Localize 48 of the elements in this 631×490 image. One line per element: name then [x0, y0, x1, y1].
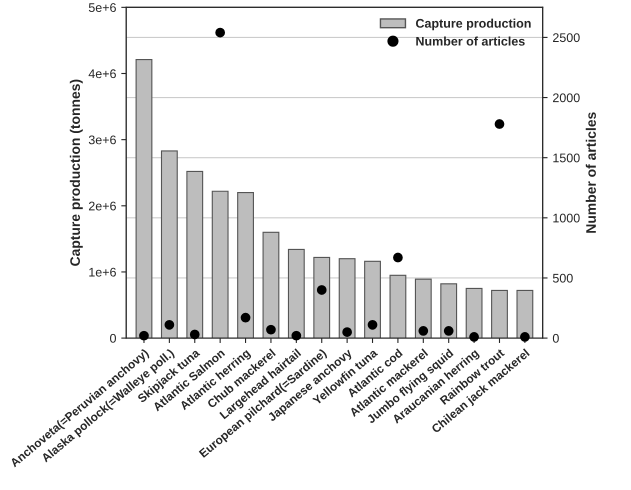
point [342, 327, 352, 337]
point [520, 332, 530, 342]
bar [516, 290, 534, 338]
y2-tick-label: 0 [552, 334, 559, 343]
legend-label: Capture production [416, 18, 531, 30]
point [139, 330, 149, 341]
point [266, 324, 276, 335]
bar [136, 59, 152, 338]
bar [160, 150, 178, 338]
y2-tick-label: 500 [552, 274, 573, 283]
bar [338, 258, 356, 338]
bar [212, 190, 229, 338]
y-tick-label: 3e+6 [88, 135, 116, 144]
point [494, 119, 504, 129]
bar [364, 260, 381, 338]
point [215, 28, 226, 38]
bar [186, 170, 204, 338]
bar [237, 192, 254, 338]
bar [288, 248, 305, 338]
bar [440, 283, 458, 338]
y-axis-title: Capture production (tonnes) [70, 80, 83, 266]
point [316, 285, 327, 295]
y2-axis-title: Number of articles [586, 112, 596, 233]
bar [491, 290, 508, 338]
point [291, 330, 302, 341]
point [368, 320, 378, 330]
bar [466, 288, 483, 338]
point [190, 330, 200, 340]
y-tick-label: 1e+6 [89, 268, 116, 277]
y-tick-label: 0 [110, 334, 116, 343]
point [418, 326, 428, 336]
bar [389, 274, 406, 338]
legend-label: Number of articles [416, 36, 525, 46]
bar [262, 232, 280, 338]
point [393, 252, 403, 262]
y-tick-label: 4e+6 [88, 69, 116, 78]
point [444, 326, 454, 336]
y-tick-label: 5e+6 [88, 3, 116, 12]
y2-tick-label: 1500 [553, 153, 580, 162]
bar [414, 278, 432, 338]
y2-tick-label: 2500 [553, 33, 580, 42]
bar [313, 256, 330, 338]
y2-tick-label: 1000 [553, 214, 580, 222]
point [240, 312, 250, 323]
point [469, 332, 479, 342]
y-tick-label: 2e+6 [88, 202, 116, 210]
y2-tick-label: 2000 [553, 93, 580, 102]
point [164, 320, 174, 330]
